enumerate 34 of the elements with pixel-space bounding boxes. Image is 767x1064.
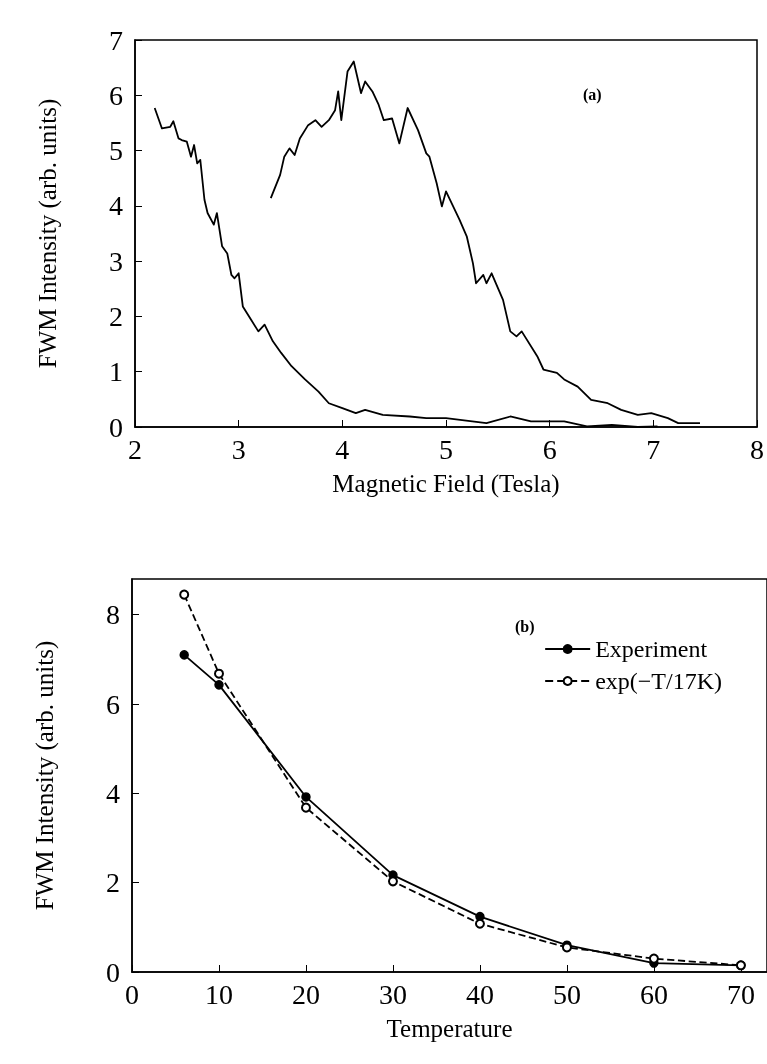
annotation: (b): [515, 617, 535, 636]
y-tick-label: 2: [109, 300, 123, 332]
x-tick-label: 10: [204, 978, 233, 1010]
y-axis-title: FWM Intensity (arb. units): [31, 640, 59, 911]
y-tick-label: 4: [106, 777, 120, 809]
x-tick-label: 30: [378, 978, 407, 1010]
x-tick-label: 7: [646, 433, 661, 465]
y-tick-label: 2: [106, 867, 120, 899]
y-tick-label: 3: [109, 245, 123, 277]
legend-label: Experiment: [595, 636, 708, 662]
y-tick-label: 5: [109, 135, 123, 167]
x-tick-label: 6: [542, 433, 557, 465]
x-tick-label: 8: [750, 433, 764, 465]
x-axis-title: Magnetic Field (Tesla): [332, 470, 560, 498]
y-tick-label: 6: [109, 79, 123, 111]
y-tick-label: 0: [109, 411, 123, 443]
annotation: (a): [583, 85, 602, 104]
x-tick-label: 70: [726, 978, 755, 1010]
y-tick-label: 1: [109, 356, 123, 388]
x-tick-label: 60: [639, 978, 668, 1010]
x-axis-title: Temperature: [386, 1015, 513, 1042]
x-tick-label: 3: [231, 433, 246, 465]
x-tick-label: 50: [552, 978, 581, 1010]
y-tick-label: 0: [106, 956, 120, 988]
legend-label: exp(−T/17K): [595, 668, 723, 694]
y-tick-label: 6: [106, 688, 120, 720]
y-axis-title: FWM Intensity (arb. units): [34, 98, 62, 369]
x-tick-label: 40: [465, 978, 494, 1010]
y-tick-label: 8: [106, 599, 120, 631]
x-tick-label: 20: [291, 978, 320, 1010]
y-tick-label: 4: [109, 190, 123, 222]
y-tick-label: 7: [109, 24, 123, 56]
x-tick-label: 5: [439, 433, 453, 465]
x-tick-label: 4: [335, 433, 350, 465]
